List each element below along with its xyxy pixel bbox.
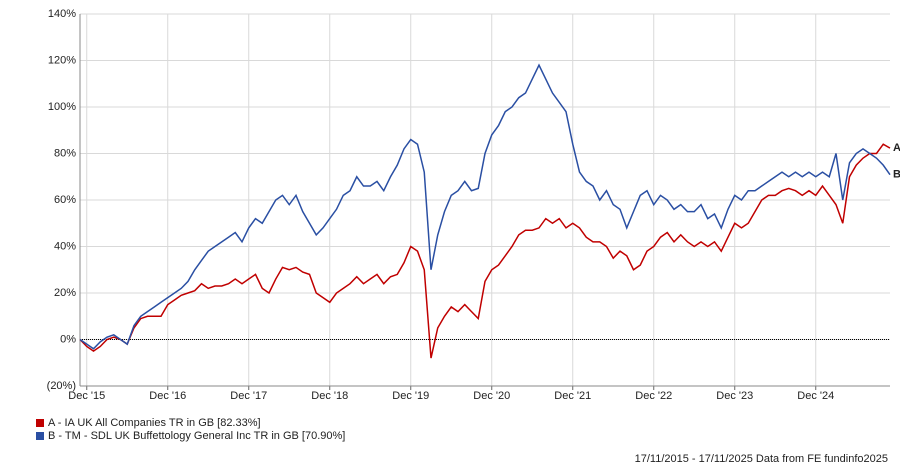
- legend-label: A - IA UK All Companies TR in GB [82.33%…: [48, 417, 261, 429]
- x-tick-label: Dec '18: [311, 390, 348, 402]
- y-tick-label: 20%: [54, 287, 76, 299]
- y-tick-label: 80%: [54, 147, 76, 159]
- y-tick-label: 60%: [54, 194, 76, 206]
- x-tick-label: Dec '19: [392, 390, 429, 402]
- x-tick-label: Dec '22: [635, 390, 672, 402]
- x-tick-label: Dec '20: [473, 390, 510, 402]
- y-tick-label: (20%): [47, 380, 76, 392]
- end-label: B: [893, 169, 900, 181]
- y-tick-label: 0%: [60, 333, 76, 345]
- legend-swatch: [36, 432, 44, 440]
- x-tick-label: Dec '16: [149, 390, 186, 402]
- end-label: A: [893, 142, 900, 154]
- footer: 17/11/2015 - 17/11/2025 Data from FE fun…: [635, 453, 888, 465]
- legend-swatch: [36, 419, 44, 427]
- x-tick-label: Dec '21: [554, 390, 591, 402]
- line: [79, 63, 891, 350]
- x-tick-label: Dec '15: [68, 390, 105, 402]
- x-tick-label: Dec '17: [230, 390, 267, 402]
- legend-label: B - TM - SDL UK Buffettology General Inc…: [48, 430, 345, 442]
- y-tick-label: 40%: [54, 240, 76, 252]
- y-tick-label: 140%: [48, 8, 76, 20]
- x-tick-label: Dec '24: [797, 390, 834, 402]
- line: [79, 143, 891, 359]
- x-tick-label: Dec '23: [716, 390, 753, 402]
- y-tick-label: 120%: [48, 54, 76, 66]
- y-tick-label: 100%: [48, 101, 76, 113]
